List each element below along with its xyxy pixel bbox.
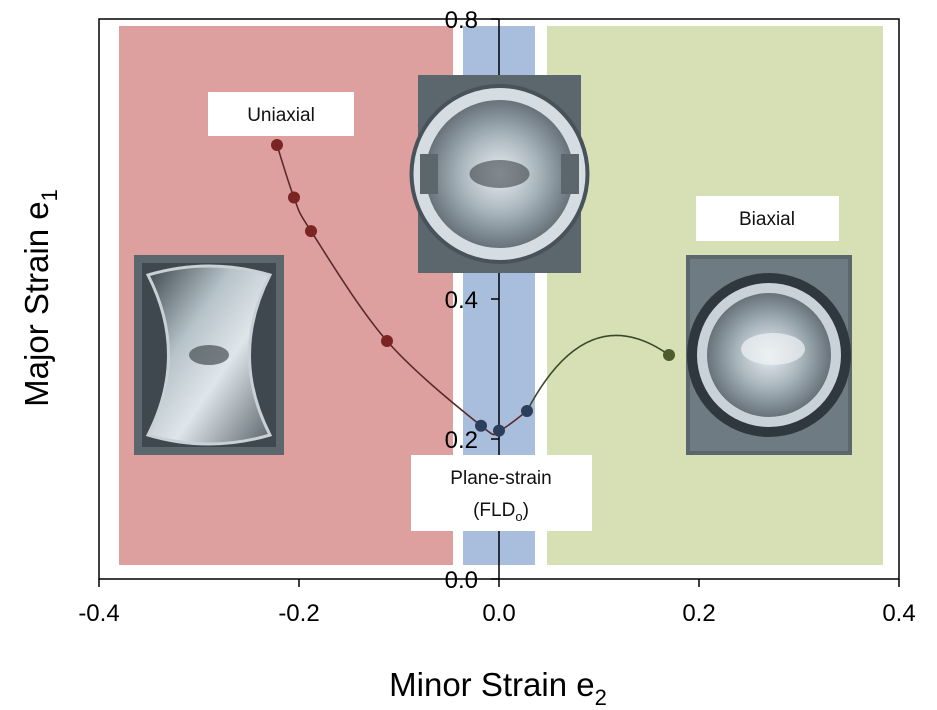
- curve-right-segment: [526, 334, 670, 412]
- plane-strain-callout-box: [411, 455, 592, 531]
- x-axis-ticks: -0.4 -0.2 0.0 0.2 0.4: [78, 579, 916, 627]
- y-axis-ticks: 0.0 0.2 0.4 0.8: [445, 7, 499, 594]
- y-tick-label-3: 0.8: [445, 7, 478, 34]
- plane-strain-callout-line2: (FLDo): [473, 500, 529, 524]
- data-points: [271, 139, 675, 437]
- data-point-0: [271, 139, 283, 151]
- data-point-3: [381, 335, 393, 347]
- data-point-2: [305, 225, 317, 238]
- biaxial-callout-label: Biaxial: [739, 209, 795, 230]
- plane-strain-specimen-image: [409, 75, 590, 273]
- x-tick-label-1: -0.2: [278, 600, 319, 627]
- data-point-6: [521, 405, 533, 417]
- y-tick-label-0: 0.0: [445, 567, 478, 594]
- biaxial-callout: Biaxial: [696, 196, 839, 241]
- uniaxial-specimen-image: [134, 255, 284, 455]
- uniaxial-callout-box: [208, 92, 354, 136]
- x-tick-label-2: 0.0: [482, 600, 515, 627]
- data-point-5: [493, 424, 505, 437]
- x-tick-label-4: 0.4: [882, 600, 915, 627]
- data-point-1: [288, 191, 300, 204]
- y-tick-label-1: 0.2: [445, 427, 478, 454]
- uniaxial-callout-label: Uniaxial: [247, 105, 315, 126]
- uniaxial-callout: Uniaxial: [208, 92, 354, 136]
- biaxial-specimen-image: [686, 255, 852, 455]
- data-point-4: [475, 419, 487, 432]
- biaxial-callout-box: [696, 196, 839, 241]
- data-point-7: [663, 349, 675, 361]
- specimen-images: [134, 75, 852, 455]
- callouts: Uniaxial Biaxial Plane-strain (FLDo): [208, 92, 839, 531]
- x-tick-label-0: -0.4: [78, 600, 119, 627]
- y-tick-label-2: 0.4: [445, 287, 478, 314]
- x-axis-title: Minor Strain e2: [389, 666, 607, 710]
- plane-strain-callout: Plane-strain (FLDo): [411, 455, 592, 531]
- y-axis-title: Major Strain e1: [18, 189, 62, 407]
- x-tick-label-3: 0.2: [682, 600, 715, 627]
- plane-strain-callout-line1: Plane-strain: [450, 468, 551, 489]
